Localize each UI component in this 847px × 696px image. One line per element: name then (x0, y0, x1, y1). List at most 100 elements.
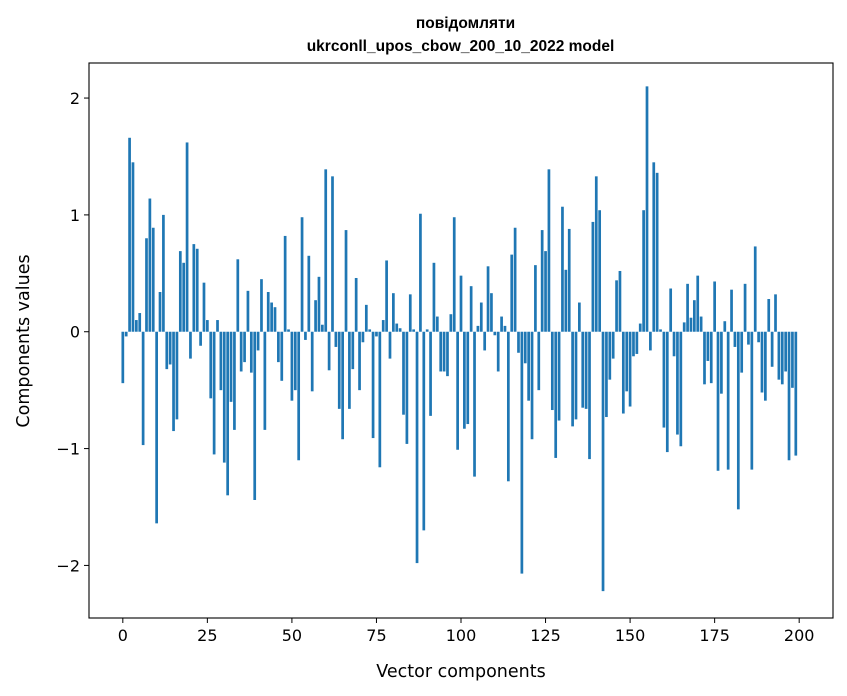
bar (280, 331, 284, 381)
bar (134, 320, 138, 332)
bar (320, 324, 324, 332)
bar (672, 331, 676, 357)
bar (165, 331, 169, 370)
bar (493, 331, 497, 336)
bar (456, 331, 459, 450)
bar (439, 331, 443, 372)
bar (233, 331, 236, 430)
bar (554, 331, 558, 458)
bar (659, 329, 662, 332)
bar (588, 331, 591, 460)
bar (446, 331, 449, 377)
bar (784, 331, 788, 372)
x-tick-label: 175 (699, 626, 730, 645)
bar (615, 280, 618, 332)
plot-frame (88, 62, 834, 619)
bar (757, 331, 760, 343)
bar (571, 331, 574, 427)
bar (584, 331, 588, 409)
bar (375, 331, 378, 337)
y-tick-label: 0 (70, 323, 80, 342)
bar (124, 331, 128, 337)
bar (178, 251, 182, 332)
bar (605, 331, 608, 418)
bar (243, 331, 246, 363)
bar (716, 331, 720, 471)
bar (530, 331, 534, 440)
bar (506, 331, 510, 482)
bar (618, 270, 622, 332)
bar (736, 331, 740, 510)
bar (459, 275, 463, 332)
bar (574, 331, 578, 420)
bar (635, 331, 639, 354)
bar (155, 331, 158, 524)
bar (293, 331, 297, 391)
bar (297, 331, 301, 461)
bar (209, 331, 213, 399)
bar (544, 251, 547, 332)
bar (351, 331, 355, 370)
bar (645, 86, 649, 332)
bar (249, 331, 253, 373)
bar (743, 283, 747, 332)
bar (774, 294, 777, 332)
bar (676, 331, 679, 435)
bar (145, 238, 148, 332)
bar (578, 302, 581, 332)
bar (260, 279, 263, 332)
bar (331, 176, 334, 332)
bar (192, 244, 196, 332)
bar (709, 331, 713, 384)
bar (625, 331, 629, 392)
bar (692, 300, 696, 332)
bar (750, 331, 754, 470)
bar (422, 331, 426, 531)
bar (388, 331, 392, 359)
bar (175, 331, 179, 420)
bar (730, 289, 733, 332)
bar (706, 331, 710, 361)
bar (726, 331, 730, 470)
bar (429, 331, 432, 416)
y-tick-label: −1 (56, 440, 80, 459)
bar (764, 331, 767, 401)
bar (398, 328, 402, 332)
bar (189, 331, 192, 359)
bar (699, 316, 703, 332)
bar (753, 246, 757, 332)
bar (527, 331, 530, 401)
x-tick-label: 0 (118, 626, 128, 645)
bar (195, 248, 199, 332)
bar (567, 228, 571, 332)
bar (327, 331, 331, 371)
bar (537, 331, 541, 391)
bar (236, 259, 240, 332)
bar (283, 235, 287, 332)
bar (199, 331, 202, 346)
bar (307, 255, 311, 332)
bar (324, 169, 328, 332)
bar (598, 210, 602, 332)
bar (767, 299, 771, 332)
bar (354, 277, 358, 332)
bar (483, 331, 487, 351)
bar (473, 331, 476, 477)
bar (385, 260, 388, 332)
bar (310, 331, 314, 392)
bar (747, 331, 750, 345)
bar (510, 254, 514, 332)
bar (287, 329, 290, 332)
bar (500, 316, 503, 332)
bar (791, 331, 794, 388)
bar (364, 304, 368, 332)
y-tick-label: −2 (56, 556, 80, 575)
bar (713, 281, 716, 332)
bar (703, 331, 706, 385)
bar (151, 227, 155, 332)
bar (581, 331, 585, 408)
bar (273, 307, 277, 332)
bar (371, 331, 375, 439)
x-axis-label: Vector components (376, 662, 545, 682)
bar (479, 302, 483, 332)
